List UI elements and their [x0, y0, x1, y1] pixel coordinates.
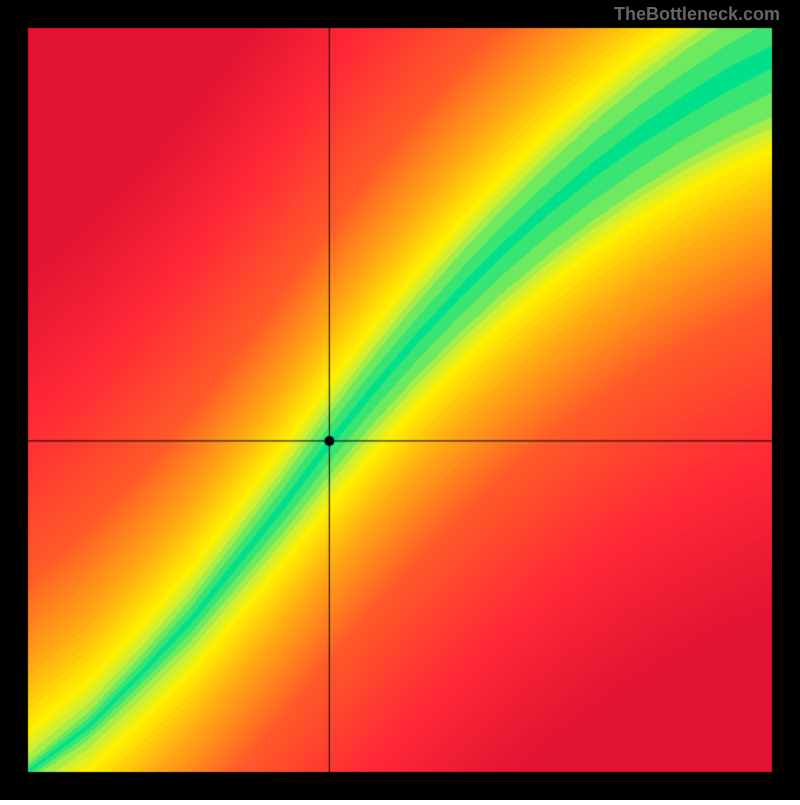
bottleneck-heatmap [0, 0, 800, 800]
attribution-text: TheBottleneck.com [614, 4, 780, 25]
